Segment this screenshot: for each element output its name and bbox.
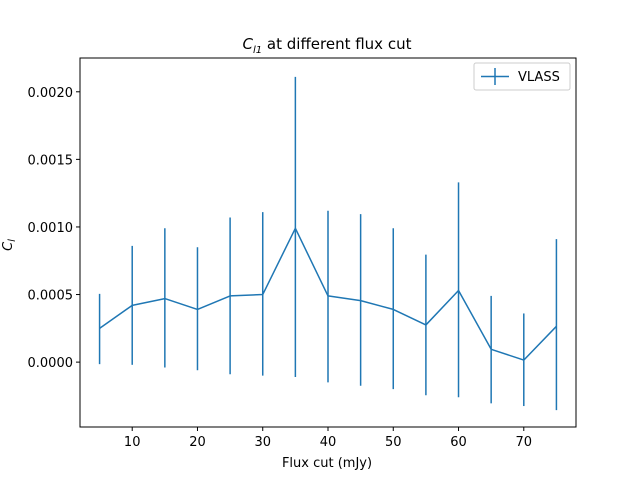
x-tick-label: 60 (450, 435, 467, 450)
y-tick-label: 0.0020 (28, 86, 74, 101)
svg-text:Cl: Cl (1, 239, 18, 251)
chart-title: Cl1 at different flux cut (243, 35, 412, 56)
y-axis-label: Cl (1, 239, 18, 251)
x-axis-label: Flux cut (mJy) (282, 456, 372, 471)
x-tick-label: 40 (320, 435, 337, 450)
y-tick-label: 0.0015 (28, 153, 74, 168)
svg-text:Cl1 at different flux cut: Cl1 at different flux cut (243, 35, 412, 56)
x-tick-label: 20 (189, 435, 206, 450)
x-tick-label: 50 (385, 435, 402, 450)
y-tick-label: 0.0005 (28, 289, 74, 304)
x-tick-label: 70 (516, 435, 533, 450)
y-tick-label: 0.0010 (28, 221, 74, 236)
legend: VLASS (473, 62, 571, 91)
x-tick-label: 10 (124, 435, 141, 450)
x-tick-label: 30 (254, 435, 271, 450)
legend-box (473, 62, 571, 91)
plot-area (79, 57, 577, 428)
y-axis: 0.0000 0.0005 0.0010 0.0015 0.0020 (28, 86, 80, 371)
x-axis: 10 20 30 40 50 60 70 (124, 427, 532, 450)
y-tick-label: 0.0000 (28, 356, 74, 371)
legend-label: VLASS (518, 70, 560, 85)
